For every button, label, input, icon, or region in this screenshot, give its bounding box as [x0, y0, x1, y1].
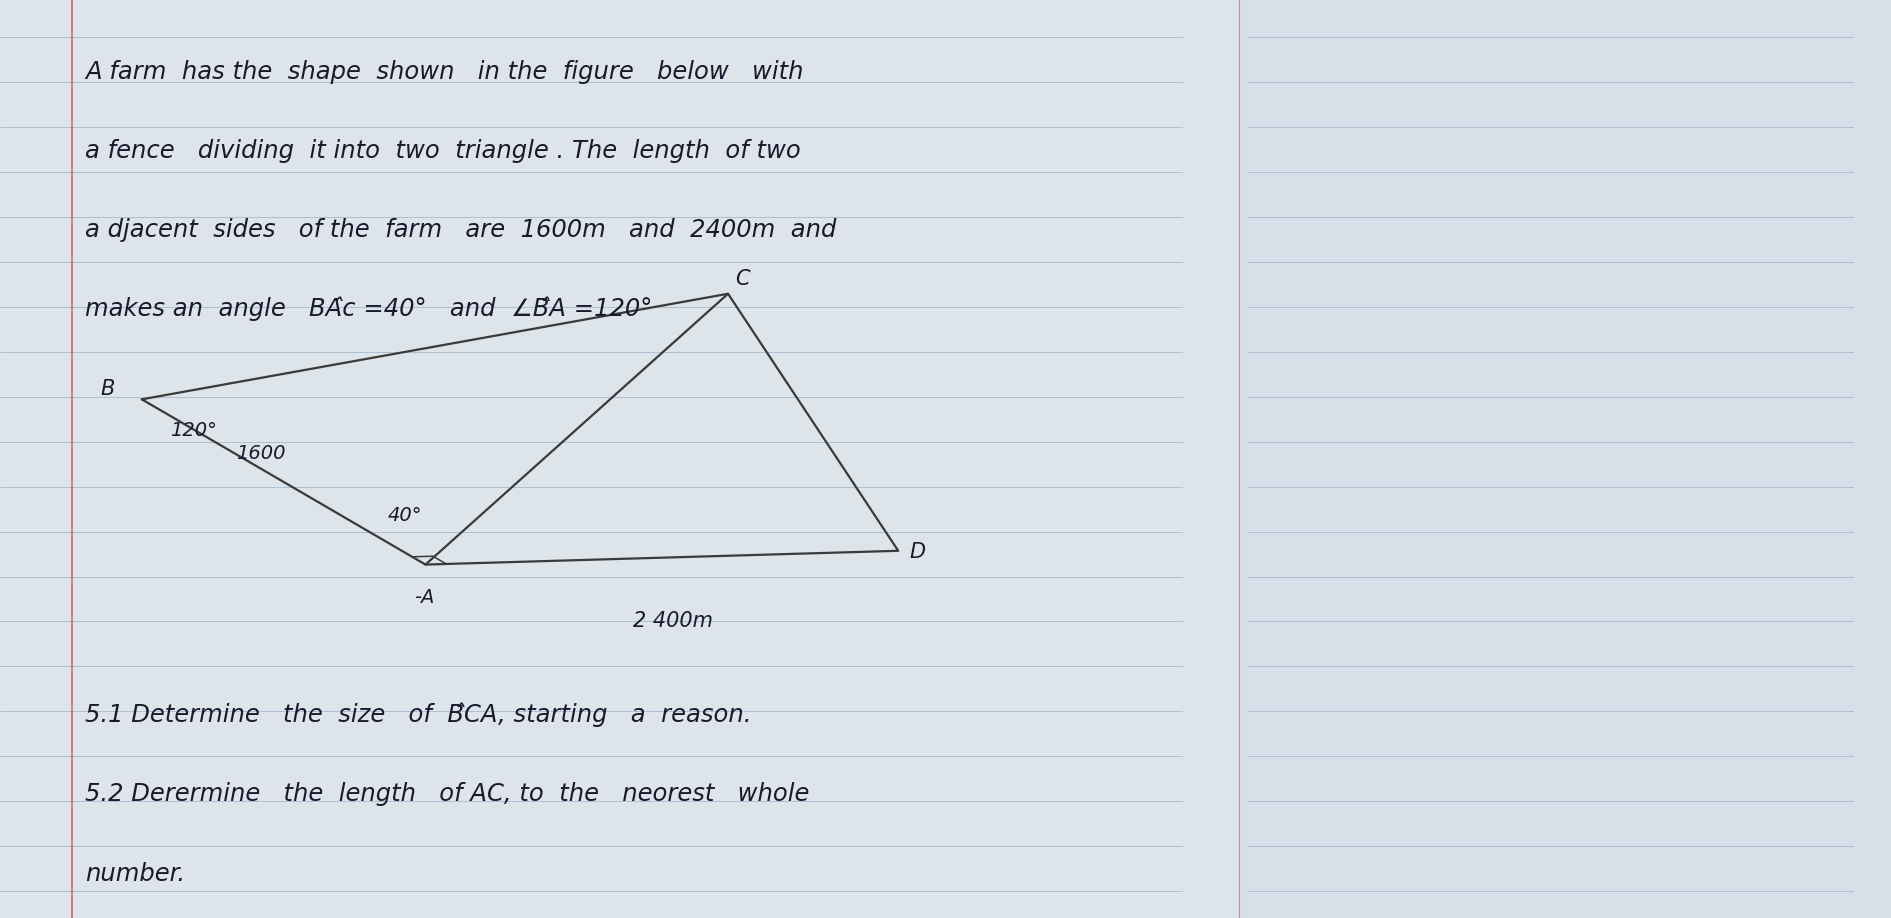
- Text: C: C: [736, 269, 751, 288]
- Text: 5.2 Derermine   the  length   of AC, to  the   neorest   whole: 5.2 Derermine the length of AC, to the n…: [85, 782, 809, 806]
- Text: a djacent  sides   of the  farm   are  1600m   and  2400m  and: a djacent sides of the farm are 1600m an…: [85, 218, 836, 241]
- Text: -A: -A: [414, 588, 435, 607]
- Text: 120°: 120°: [170, 421, 217, 440]
- Text: 2 400m: 2 400m: [633, 610, 713, 631]
- Text: D: D: [910, 543, 927, 562]
- Text: A farm  has the  shape  shown   in the  figure   below   with: A farm has the shape shown in the figure…: [85, 60, 804, 84]
- Text: 1600: 1600: [236, 444, 286, 463]
- Text: a fence   dividing  it into  two  triangle . The  length  of two: a fence dividing it into two triangle . …: [85, 139, 802, 162]
- Text: 40°: 40°: [388, 506, 422, 524]
- Text: makes an  angle   BÂc =40°   and  ∠B̂A =120°: makes an angle BÂc =40° and ∠B̂A =120°: [85, 297, 652, 321]
- Bar: [1239, 0, 1891, 918]
- Bar: [0, 0, 1239, 918]
- Text: 5.1 Determine   the  size   of  B̂CA, starting   a  reason.: 5.1 Determine the size of B̂CA, starting…: [85, 702, 751, 727]
- Text: number.: number.: [85, 862, 185, 886]
- Text: B: B: [100, 379, 115, 398]
